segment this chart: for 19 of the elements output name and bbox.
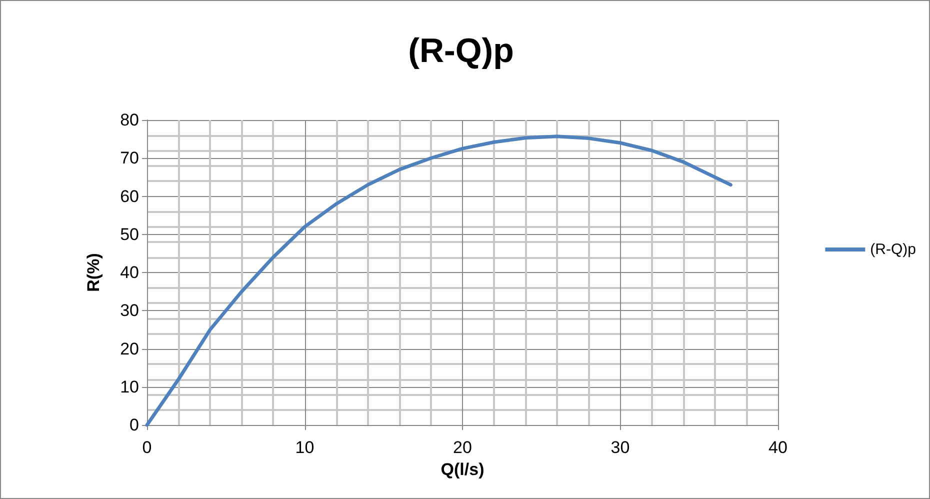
y-axis-title: R(%)	[84, 253, 103, 292]
y-tick-label: 10	[120, 377, 139, 396]
x-tick-label: 40	[768, 438, 788, 457]
legend-label: (R-Q)p	[870, 241, 916, 258]
y-tick-label: 70	[120, 148, 139, 168]
x-tick-label: 10	[295, 438, 314, 457]
x-axis-title: Q(l/s)	[440, 460, 484, 479]
y-tick-label: 40	[120, 263, 139, 282]
y-tick-label: 20	[120, 339, 139, 358]
y-tick-label: 80	[120, 110, 139, 130]
y-tick-label: 60	[120, 186, 139, 206]
x-tick-label: 0	[142, 438, 152, 457]
line-series	[145, 134, 732, 427]
chart-title: (R-Q)p	[408, 32, 514, 70]
y-tick-label: 30	[120, 301, 139, 320]
x-tick-label: 20	[453, 438, 472, 457]
y-tick-label: 0	[130, 416, 139, 434]
y-tick-label: 50	[120, 224, 139, 244]
x-tick-label: 30	[610, 438, 630, 457]
